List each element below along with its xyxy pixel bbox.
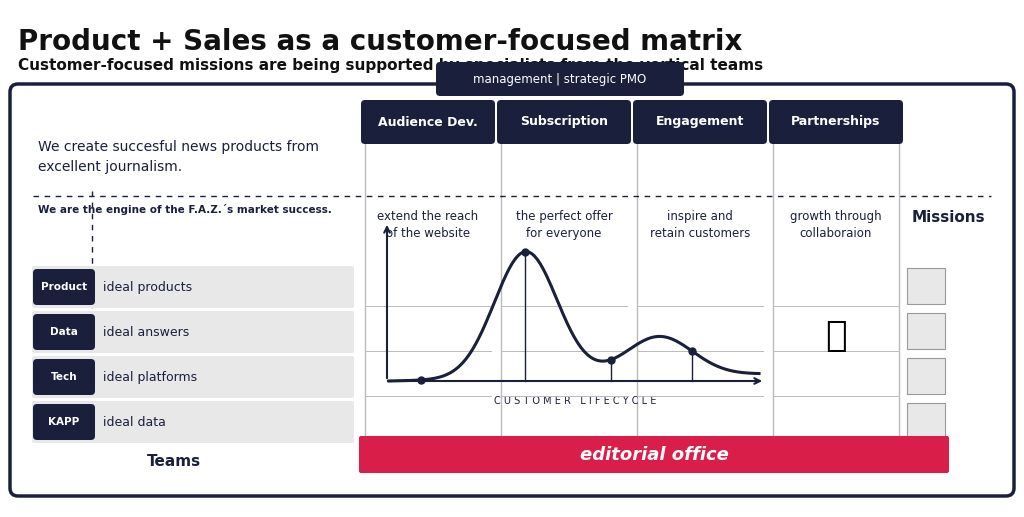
- Text: editorial office: editorial office: [580, 446, 728, 464]
- Text: 🤝: 🤝: [825, 318, 847, 353]
- FancyBboxPatch shape: [32, 266, 354, 308]
- Text: Tech: Tech: [50, 372, 78, 382]
- FancyBboxPatch shape: [33, 359, 95, 395]
- Bar: [907, 403, 945, 439]
- Text: ideal products: ideal products: [103, 281, 193, 294]
- Text: extend the reach
of the website: extend the reach of the website: [378, 210, 478, 240]
- FancyBboxPatch shape: [32, 356, 354, 398]
- Text: Data: Data: [50, 327, 78, 337]
- FancyBboxPatch shape: [769, 100, 903, 144]
- Text: Audience Dev.: Audience Dev.: [378, 115, 478, 129]
- FancyBboxPatch shape: [32, 311, 354, 353]
- Text: the perfect offer
for everyone: the perfect offer for everyone: [515, 210, 612, 240]
- Text: ideal answers: ideal answers: [103, 326, 189, 339]
- Text: Partnerships: Partnerships: [792, 115, 881, 129]
- Text: ideal platforms: ideal platforms: [103, 371, 198, 384]
- Text: Teams: Teams: [147, 454, 201, 469]
- FancyBboxPatch shape: [10, 84, 1014, 496]
- Text: We are the engine of the F.A.Z.´s market success.: We are the engine of the F.A.Z.´s market…: [38, 204, 332, 215]
- Bar: [907, 358, 945, 394]
- Text: KAPP: KAPP: [48, 417, 80, 427]
- FancyBboxPatch shape: [497, 100, 631, 144]
- FancyBboxPatch shape: [33, 404, 95, 440]
- Text: Customer-focused missions are being supported by specialists from the vertical t: Customer-focused missions are being supp…: [18, 58, 763, 73]
- Text: Missions: Missions: [911, 210, 985, 225]
- Text: Engagement: Engagement: [655, 115, 744, 129]
- Text: management | strategic PMO: management | strategic PMO: [473, 72, 646, 85]
- Text: Product: Product: [41, 282, 87, 292]
- Text: Subscription: Subscription: [520, 115, 608, 129]
- Bar: [907, 313, 945, 349]
- Bar: [907, 268, 945, 304]
- Text: ideal data: ideal data: [103, 416, 166, 429]
- Text: C U S T O M E R   L I F E C Y C L E: C U S T O M E R L I F E C Y C L E: [494, 396, 656, 406]
- FancyBboxPatch shape: [361, 100, 495, 144]
- FancyBboxPatch shape: [436, 62, 684, 96]
- Text: growth through
collaboraion: growth through collaboraion: [791, 210, 882, 240]
- Text: Product + Sales as a customer-focused matrix: Product + Sales as a customer-focused ma…: [18, 28, 742, 56]
- FancyBboxPatch shape: [33, 314, 95, 350]
- FancyBboxPatch shape: [633, 100, 767, 144]
- Text: inspire and
retain customers: inspire and retain customers: [650, 210, 751, 240]
- Text: We create succesful news products from
excellent journalism.: We create succesful news products from e…: [38, 140, 319, 174]
- FancyBboxPatch shape: [33, 269, 95, 305]
- FancyBboxPatch shape: [32, 401, 354, 443]
- FancyBboxPatch shape: [359, 436, 949, 473]
